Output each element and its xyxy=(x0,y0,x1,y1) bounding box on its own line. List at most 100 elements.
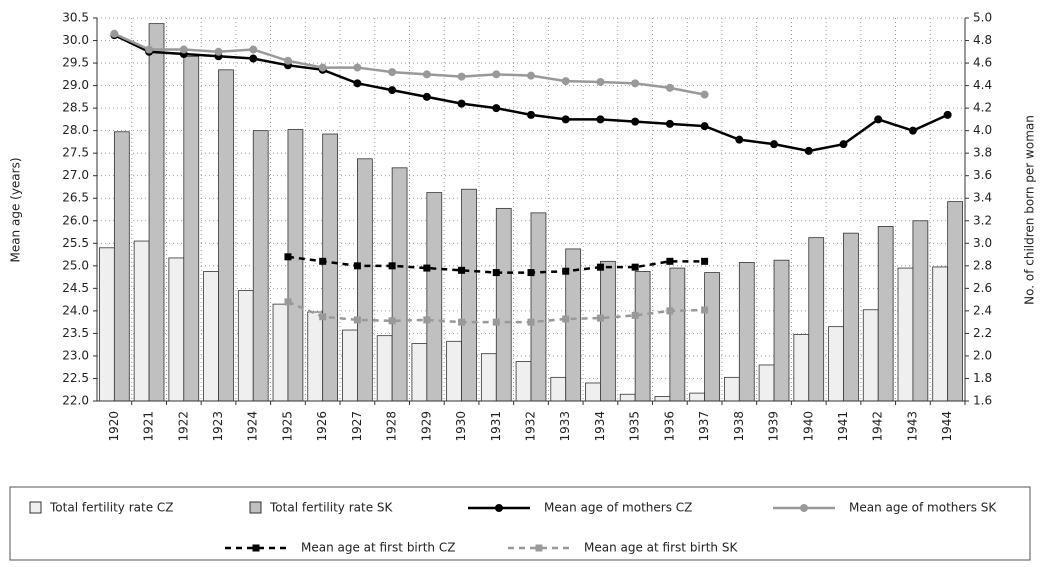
bar xyxy=(758,364,775,402)
y-tick-label: 22.5 xyxy=(62,371,89,385)
bar xyxy=(391,167,408,402)
bar xyxy=(808,237,825,402)
line-marker xyxy=(908,126,917,135)
legend-swatch xyxy=(249,501,262,514)
line-marker xyxy=(943,110,952,119)
line-marker xyxy=(665,83,674,92)
line-marker xyxy=(562,315,570,323)
bar xyxy=(113,131,130,402)
bar xyxy=(723,376,740,402)
line-marker xyxy=(666,307,674,315)
legend-box xyxy=(9,486,1031,561)
x-tick-label: 1928 xyxy=(385,411,399,442)
line-marker xyxy=(839,140,848,149)
bar xyxy=(550,376,567,402)
x-tick-label: 1920 xyxy=(107,411,121,442)
line-marker xyxy=(631,311,639,319)
bar xyxy=(218,69,234,402)
line-marker xyxy=(423,264,431,272)
bar xyxy=(932,266,949,402)
x-tick-label: 1921 xyxy=(142,411,156,442)
line-marker xyxy=(284,253,292,261)
y2-tick-label: 4.8 xyxy=(973,33,992,47)
line-marker xyxy=(665,119,674,128)
bar xyxy=(376,335,393,402)
y-tick-label: 22.0 xyxy=(62,394,89,408)
y-tick-label: 29.5 xyxy=(62,56,89,70)
x-tick-label: 1934 xyxy=(593,411,607,442)
line-marker xyxy=(110,29,119,38)
x-tick-label: 1925 xyxy=(280,411,294,442)
line-marker xyxy=(388,68,397,77)
bar xyxy=(461,188,477,402)
line-marker xyxy=(596,115,605,124)
line-marker xyxy=(804,146,813,155)
line-marker xyxy=(492,70,501,79)
bar xyxy=(495,207,512,402)
bar xyxy=(426,192,443,402)
x-tick-label: 1942 xyxy=(871,411,885,442)
line-marker xyxy=(353,63,362,72)
legend-marker xyxy=(800,504,808,512)
legend-label: Mean age of mothers CZ xyxy=(544,501,692,515)
bar xyxy=(689,392,706,402)
bar xyxy=(342,329,358,402)
line-marker xyxy=(353,316,361,324)
y-tick-label: 24.0 xyxy=(62,303,89,317)
bar xyxy=(411,343,428,402)
bar xyxy=(133,240,150,402)
y-tick-label: 23.0 xyxy=(62,348,89,362)
line-marker xyxy=(666,257,674,265)
y-tick-label: 25.0 xyxy=(62,258,89,272)
line-marker xyxy=(319,257,327,265)
bar xyxy=(287,129,304,402)
bar xyxy=(168,257,185,402)
bar xyxy=(843,232,859,402)
bar xyxy=(515,361,532,402)
bar xyxy=(99,247,115,402)
x-tick-label: 1927 xyxy=(350,411,364,442)
line-marker xyxy=(701,306,709,314)
y2-tick-label: 4.6 xyxy=(973,56,992,70)
x-tick-label: 1933 xyxy=(558,411,572,442)
legend-label: Mean age at first birth CZ xyxy=(301,541,455,555)
bar xyxy=(322,133,339,402)
y-tick-label: 25.5 xyxy=(62,236,89,250)
line-marker xyxy=(596,314,604,322)
y-tick-label: 30.5 xyxy=(62,11,89,25)
x-tick-label: 1940 xyxy=(801,411,815,442)
y2-tick-label: 2.8 xyxy=(973,258,992,272)
x-tick-label: 1943 xyxy=(905,411,919,442)
line-marker xyxy=(388,262,396,270)
line-marker xyxy=(283,56,292,65)
y2-tick-label: 3.0 xyxy=(973,236,992,250)
line-marker xyxy=(492,104,501,113)
x-tick-label: 1935 xyxy=(628,411,642,442)
bar xyxy=(619,393,636,402)
legend-marker xyxy=(495,504,503,512)
legend-marker xyxy=(252,544,260,552)
line-marker xyxy=(561,77,570,86)
y2-tick-label: 2.0 xyxy=(973,348,992,362)
bar xyxy=(877,225,894,402)
bar xyxy=(203,271,219,402)
y2-tick-label: 4.4 xyxy=(973,78,992,92)
line-marker xyxy=(353,262,361,270)
line xyxy=(113,32,705,96)
bar xyxy=(585,382,601,402)
bar xyxy=(600,260,616,402)
line-marker xyxy=(457,72,466,81)
x-tick-label: 1939 xyxy=(767,411,781,442)
y2-tick-label: 2.4 xyxy=(973,303,992,317)
bar xyxy=(446,340,462,402)
x-tick-label: 1923 xyxy=(211,411,225,442)
x-tick-label: 1944 xyxy=(940,411,954,442)
line-marker xyxy=(562,267,570,275)
line-marker xyxy=(631,79,640,88)
line-marker xyxy=(596,263,604,271)
y2-tick-label: 4.2 xyxy=(973,101,992,115)
y2-tick-label: 3.8 xyxy=(973,146,992,160)
bar xyxy=(252,130,269,402)
line xyxy=(113,33,949,153)
